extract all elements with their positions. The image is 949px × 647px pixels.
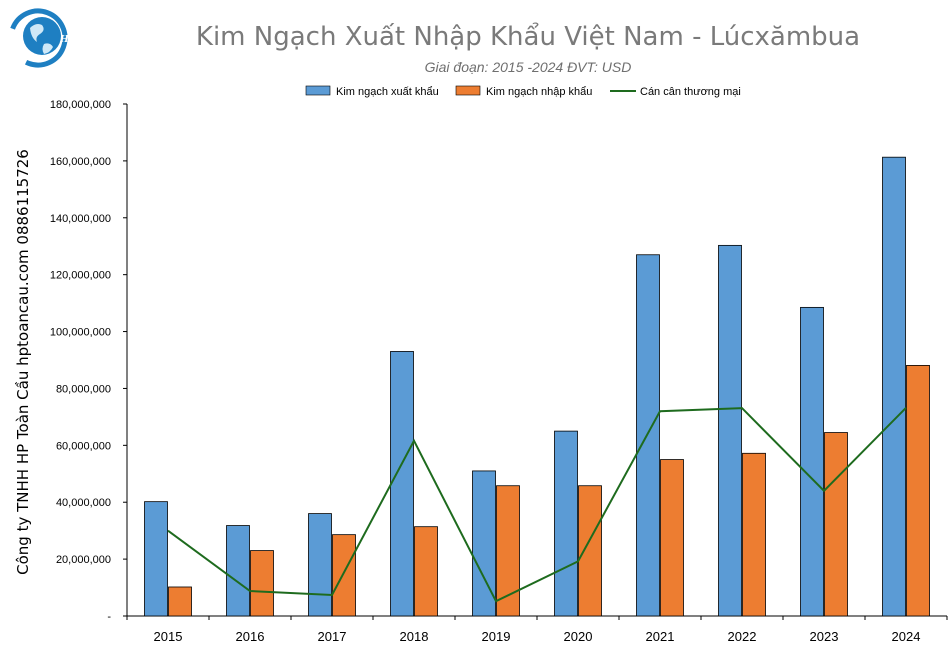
chart-title: Kim Ngạch Xuất Nhập Khẩu Việt Nam - Lúcx… <box>196 21 860 52</box>
legend-swatch <box>455 85 481 96</box>
y-tick-label: 60,000,000 <box>56 440 111 452</box>
bar-import <box>906 365 930 617</box>
logo: HP <box>8 8 76 68</box>
bar-import <box>660 459 684 617</box>
bar-export <box>554 430 578 617</box>
y-tick-label: 140,000,000 <box>50 213 111 225</box>
x-tick-label: 2022 <box>728 629 757 644</box>
legend-label: Kim ngạch nhập khẩu <box>486 86 592 98</box>
chart-subtitle: Giai đoạn: 2015 -2024 ĐVT: USD <box>425 59 632 75</box>
x-tick-label: 2016 <box>236 629 265 644</box>
y-tick-label: 40,000,000 <box>56 497 111 509</box>
bar-export <box>636 254 660 617</box>
x-tick-label: 2015 <box>154 629 183 644</box>
bar-import <box>332 534 356 617</box>
x-tick-label: 2020 <box>564 629 593 644</box>
x-tick-label: 2019 <box>482 629 511 644</box>
x-tick-label: 2024 <box>892 629 921 644</box>
bar-export <box>882 156 906 617</box>
bar-export <box>390 351 414 617</box>
bar-export <box>472 470 496 617</box>
bar-import <box>496 485 520 617</box>
y-tick-label: 20,000,000 <box>56 554 111 566</box>
legend-label: Kim ngạch xuất khẩu <box>336 86 439 98</box>
bar-import <box>168 586 192 617</box>
bar-import <box>742 452 766 617</box>
legend-label: Cán cân thương mại <box>640 86 741 98</box>
bar-export <box>226 525 250 617</box>
logo-text: HP <box>59 33 76 45</box>
y-tick-label: 120,000,000 <box>50 270 111 282</box>
y-tick-label: - <box>107 611 111 623</box>
x-tick-label: 2021 <box>646 629 675 644</box>
x-tick-label: 2018 <box>400 629 429 644</box>
bar-export <box>718 244 742 617</box>
x-tick-label: 2023 <box>810 629 839 644</box>
plot-area: - 20,000,000 40,000,000 60,000,000 80,000,00… <box>50 99 948 644</box>
bar-export <box>800 306 824 617</box>
globe-icon <box>23 17 61 55</box>
bar-import <box>250 550 274 617</box>
legend-swatch <box>305 85 331 96</box>
y-tick-label: 80,000,000 <box>56 383 111 395</box>
x-tick-label: 2017 <box>318 629 347 644</box>
y-tick-label: 180,000,000 <box>50 99 111 111</box>
side-label: Công ty TNHH HP Toàn Cầu hptoancau.com 0… <box>14 149 32 575</box>
line-balance <box>167 407 907 603</box>
bar-export <box>308 513 332 617</box>
legend: Kim ngạch xuất khẩu Kim ngạch nhập khẩu Cá… <box>305 85 741 98</box>
bar-export <box>144 501 168 617</box>
bar-import <box>414 526 438 617</box>
y-tick-label: 100,000,000 <box>50 327 111 339</box>
bar-import <box>578 485 602 617</box>
y-tick-label: 160,000,000 <box>50 156 111 168</box>
bar-import <box>824 432 848 617</box>
